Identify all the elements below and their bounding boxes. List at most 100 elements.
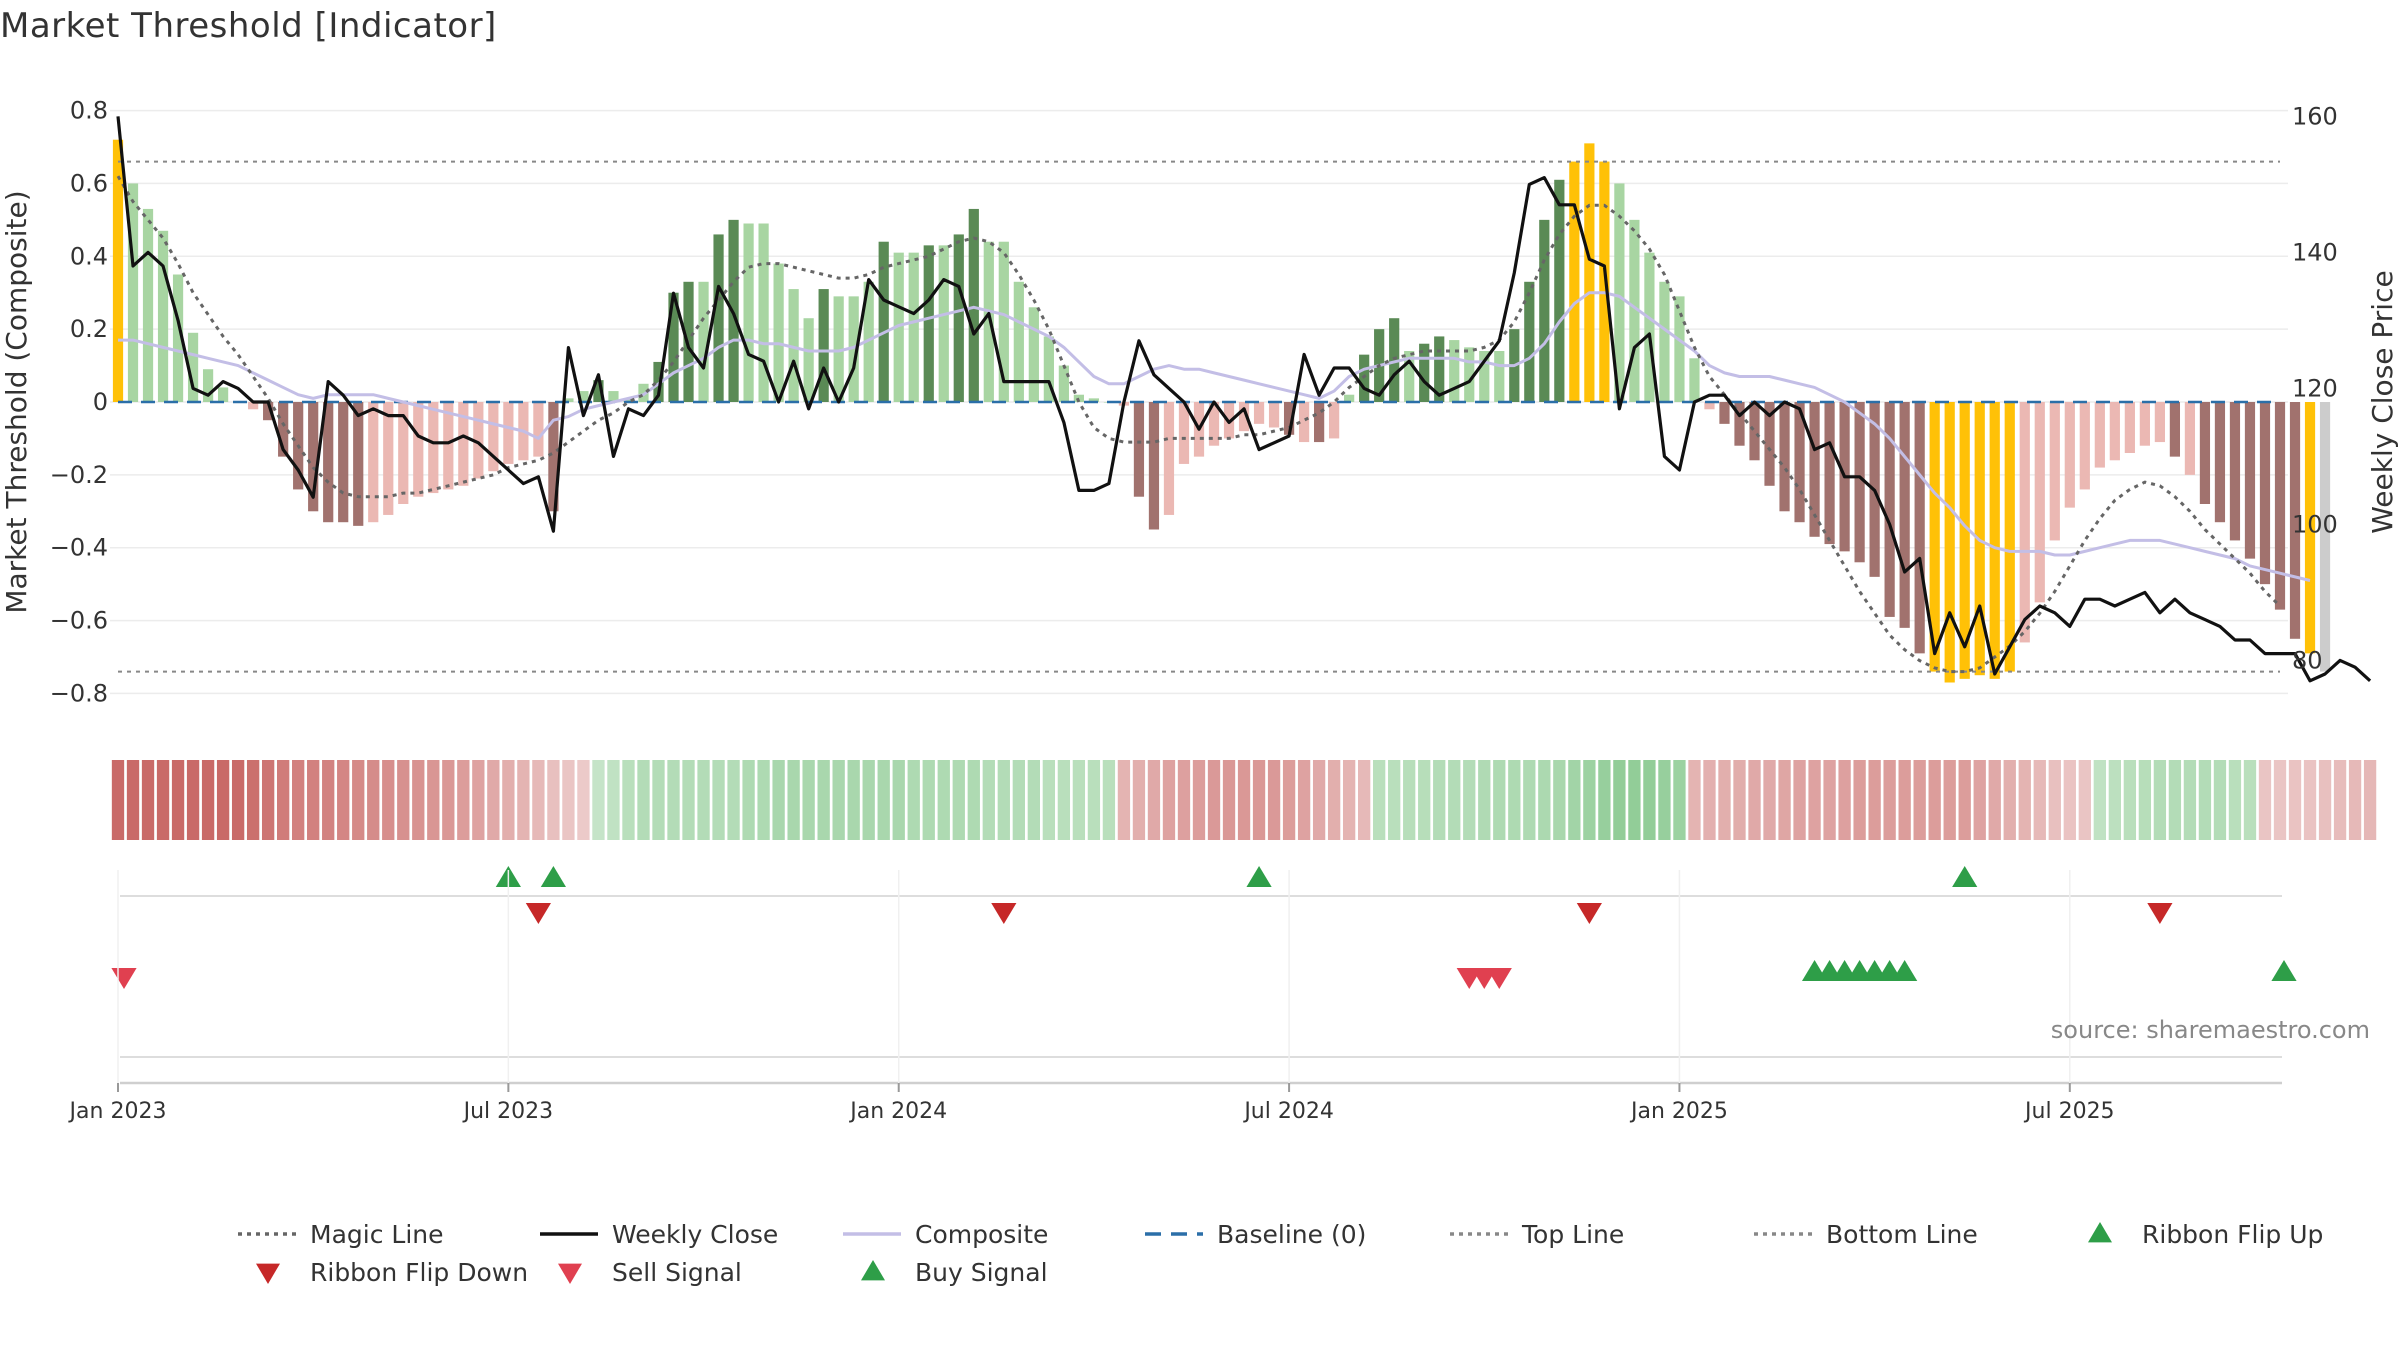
ribbon-cell — [1493, 760, 1506, 840]
y-left-tick-label: 0.4 — [70, 242, 108, 270]
ribbon-cell — [1042, 760, 1056, 840]
buy-signal-marker — [2271, 960, 2297, 981]
ribbon-cell — [667, 760, 680, 840]
y-right-tick-label: 160 — [2292, 102, 2338, 130]
ribbon-cell — [1913, 760, 1926, 840]
x-tick-label: Jan 2024 — [848, 1099, 947, 1124]
ribbon-cell — [246, 760, 260, 840]
weekly-close-line — [116, 116, 2372, 683]
ribbon-cell — [1808, 760, 1821, 840]
ribbon-cell — [697, 760, 710, 840]
ribbon-cell — [442, 760, 455, 840]
composite-bar — [863, 281, 874, 402]
composite-bar — [323, 402, 334, 523]
ribbon-cell — [1898, 760, 1911, 840]
legend-item: Top Line — [1450, 1220, 1624, 1249]
composite-line — [118, 291, 2311, 582]
y-left-tick-label: −0.2 — [50, 461, 108, 489]
ribbon-cell — [2363, 760, 2377, 840]
legend-swatch — [2088, 1222, 2112, 1243]
composite-bar — [2094, 402, 2105, 468]
ribbon-cell — [427, 760, 440, 840]
legend-label: Magic Line — [310, 1220, 444, 1249]
ribbon-cell — [742, 760, 755, 840]
composite-bar — [127, 183, 139, 402]
composite-bar — [1133, 402, 1145, 497]
composite-bar — [1464, 347, 1475, 402]
ribbon-cell — [1478, 760, 1491, 840]
ribbon-cell — [1928, 760, 1941, 840]
x-tick-label: Jul 2025 — [2023, 1099, 2115, 1124]
ribbon-cell — [727, 760, 740, 840]
ribbon-cell — [2318, 760, 2332, 840]
ribbon-cell — [1703, 760, 1716, 840]
ribbon-cell — [2198, 760, 2212, 840]
y-left-axis-label: Market Threshold (Composite) — [0, 190, 33, 613]
composite-bar — [2064, 402, 2075, 508]
ribbon-cell — [622, 760, 635, 840]
ribbon-cell — [1192, 760, 1206, 840]
magic-line — [116, 175, 2282, 674]
composite-bar — [1599, 161, 1610, 402]
chart-title: Market Threshold [Indicator] — [0, 6, 497, 46]
ribbon-cell — [1733, 760, 1746, 840]
composite-bar — [1268, 402, 1280, 428]
composite-bar — [263, 402, 274, 421]
composite-bar — [1404, 351, 1415, 402]
composite-bar — [698, 281, 709, 402]
ribbon-cell — [2213, 760, 2227, 840]
ribbon-cell — [2078, 760, 2091, 840]
ribbon-cell — [532, 760, 545, 840]
composite-bar — [503, 402, 514, 464]
legend-label: Composite — [915, 1220, 1048, 1249]
reference-lines — [118, 160, 2280, 673]
composite-bar — [2289, 402, 2301, 639]
composite-bar — [2019, 402, 2030, 643]
ribbon-cell — [277, 760, 290, 840]
ribbon-cell — [907, 760, 920, 840]
composite-bar — [308, 402, 319, 512]
composite-bar — [1088, 398, 1100, 402]
ribbon-cell — [892, 760, 905, 840]
ribbon-cell — [1147, 760, 1161, 840]
ribbon-cell — [307, 760, 320, 840]
ribbon-cell — [877, 760, 890, 840]
ribbon-cell — [2138, 760, 2152, 840]
ribbon-cell — [1388, 760, 1401, 840]
composite-bar — [248, 402, 259, 410]
composite-bar — [1884, 402, 1895, 617]
composite-bar — [578, 391, 589, 402]
ribbon-cell — [2228, 760, 2242, 840]
ribbon-flip-down-marker — [991, 903, 1017, 924]
ribbon-cell — [2048, 760, 2061, 840]
legend-label: Ribbon Flip Up — [2142, 1220, 2323, 1249]
ribbon-flip-down-marker — [2147, 903, 2173, 924]
ribbon-cell — [2093, 760, 2106, 840]
y-left-tick-label: −0.4 — [50, 534, 108, 562]
composite-bar — [1238, 402, 1250, 432]
composite-bar — [2154, 402, 2165, 443]
ribbon-cell — [682, 760, 695, 840]
composite-bar — [1058, 365, 1069, 402]
legend-label: Buy Signal — [915, 1258, 1048, 1287]
ribbon-cell — [186, 760, 200, 840]
composite-bar — [788, 289, 799, 402]
legend-item: Composite — [843, 1220, 1048, 1249]
ribbon-cell — [937, 760, 950, 840]
ribbon-cell — [397, 760, 410, 840]
ribbon-cell — [1823, 760, 1836, 840]
x-tick-label: Jul 2023 — [462, 1099, 554, 1124]
ribbon-cell — [156, 760, 170, 840]
y-right-tick-label: 100 — [2292, 510, 2338, 538]
ribbon-cell — [2153, 760, 2167, 840]
composite-bar — [353, 402, 364, 526]
composite-bar — [1989, 402, 2000, 679]
composite-bar — [608, 391, 619, 402]
ribbon-cell — [2183, 760, 2197, 840]
ribbon-cell — [1027, 760, 1040, 840]
ribbon-cell — [457, 760, 470, 840]
ribbon-cell — [517, 760, 530, 840]
legend-item: Baseline (0) — [1145, 1220, 1366, 1249]
composite-bar — [383, 402, 394, 515]
composite-bar — [983, 241, 994, 402]
